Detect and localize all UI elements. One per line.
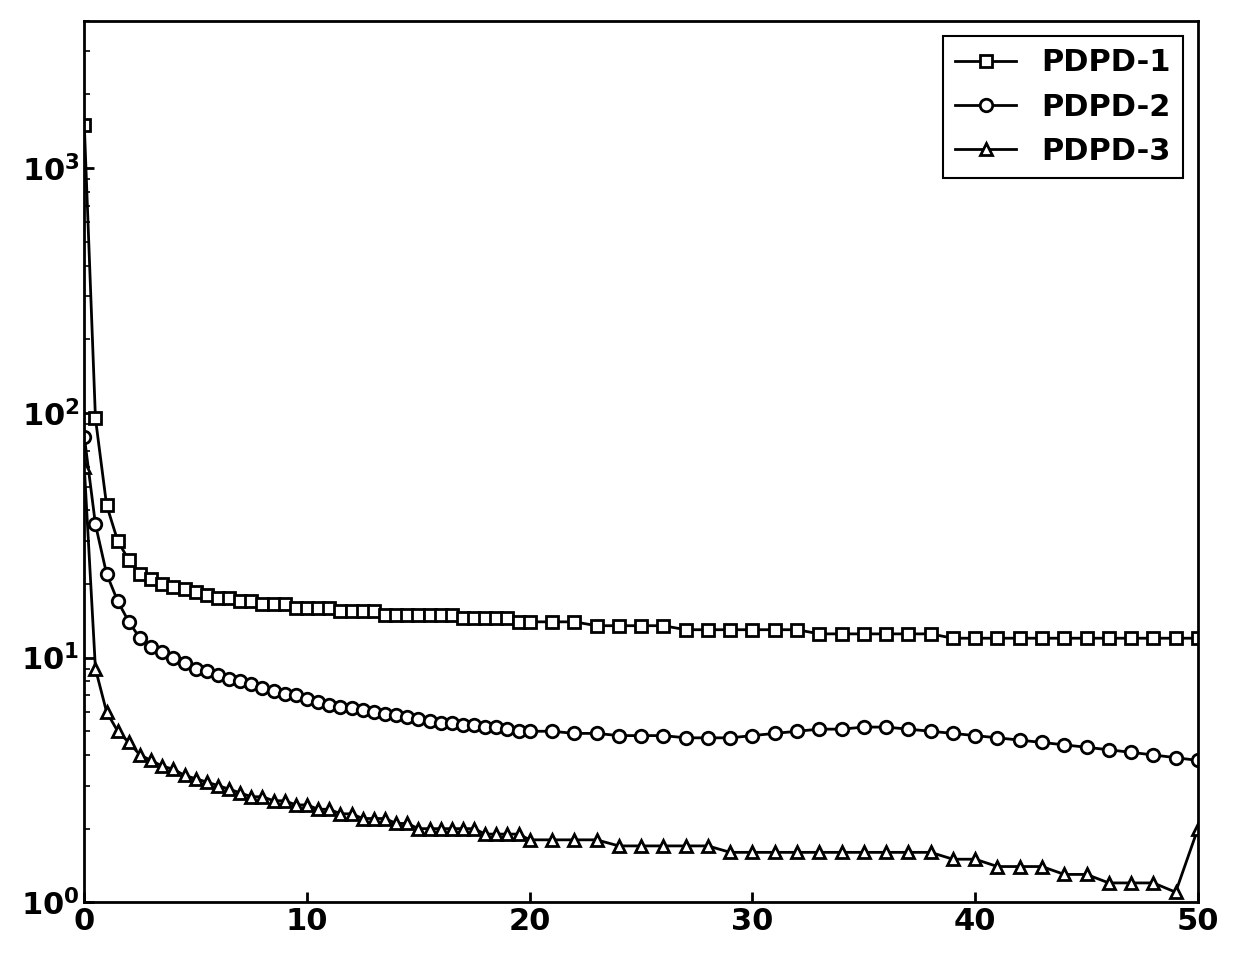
PDPD-3 [1101, 878, 1116, 889]
PDPD-2 [455, 720, 470, 731]
PDPD-3 [1190, 823, 1205, 835]
PDPD-2 [77, 431, 92, 442]
Legend: PDPD-1, PDPD-2, PDPD-3: PDPD-1, PDPD-2, PDPD-3 [944, 36, 1183, 178]
PDPD-2 [366, 706, 381, 718]
Line: PDPD-3: PDPD-3 [78, 461, 1204, 899]
PDPD-1 [567, 616, 582, 628]
PDPD-2 [567, 727, 582, 739]
PDPD-1 [812, 628, 827, 639]
PDPD-1 [77, 120, 92, 131]
PDPD-3 [812, 847, 827, 858]
PDPD-1 [455, 612, 470, 624]
PDPD-1 [300, 602, 315, 613]
PDPD-3 [300, 799, 315, 811]
PDPD-3 [455, 823, 470, 835]
Line: PDPD-1: PDPD-1 [78, 119, 1204, 644]
PDPD-3 [1168, 886, 1183, 898]
PDPD-1 [99, 500, 114, 511]
PDPD-1 [945, 633, 960, 644]
PDPD-1 [1123, 633, 1138, 644]
PDPD-2 [99, 568, 114, 580]
PDPD-2 [300, 693, 315, 704]
PDPD-3 [567, 835, 582, 846]
PDPD-2 [1190, 755, 1205, 767]
PDPD-2 [1101, 744, 1116, 755]
PDPD-3 [99, 706, 114, 718]
PDPD-3 [77, 461, 92, 473]
PDPD-1 [1190, 633, 1205, 644]
Line: PDPD-2: PDPD-2 [78, 431, 1204, 767]
